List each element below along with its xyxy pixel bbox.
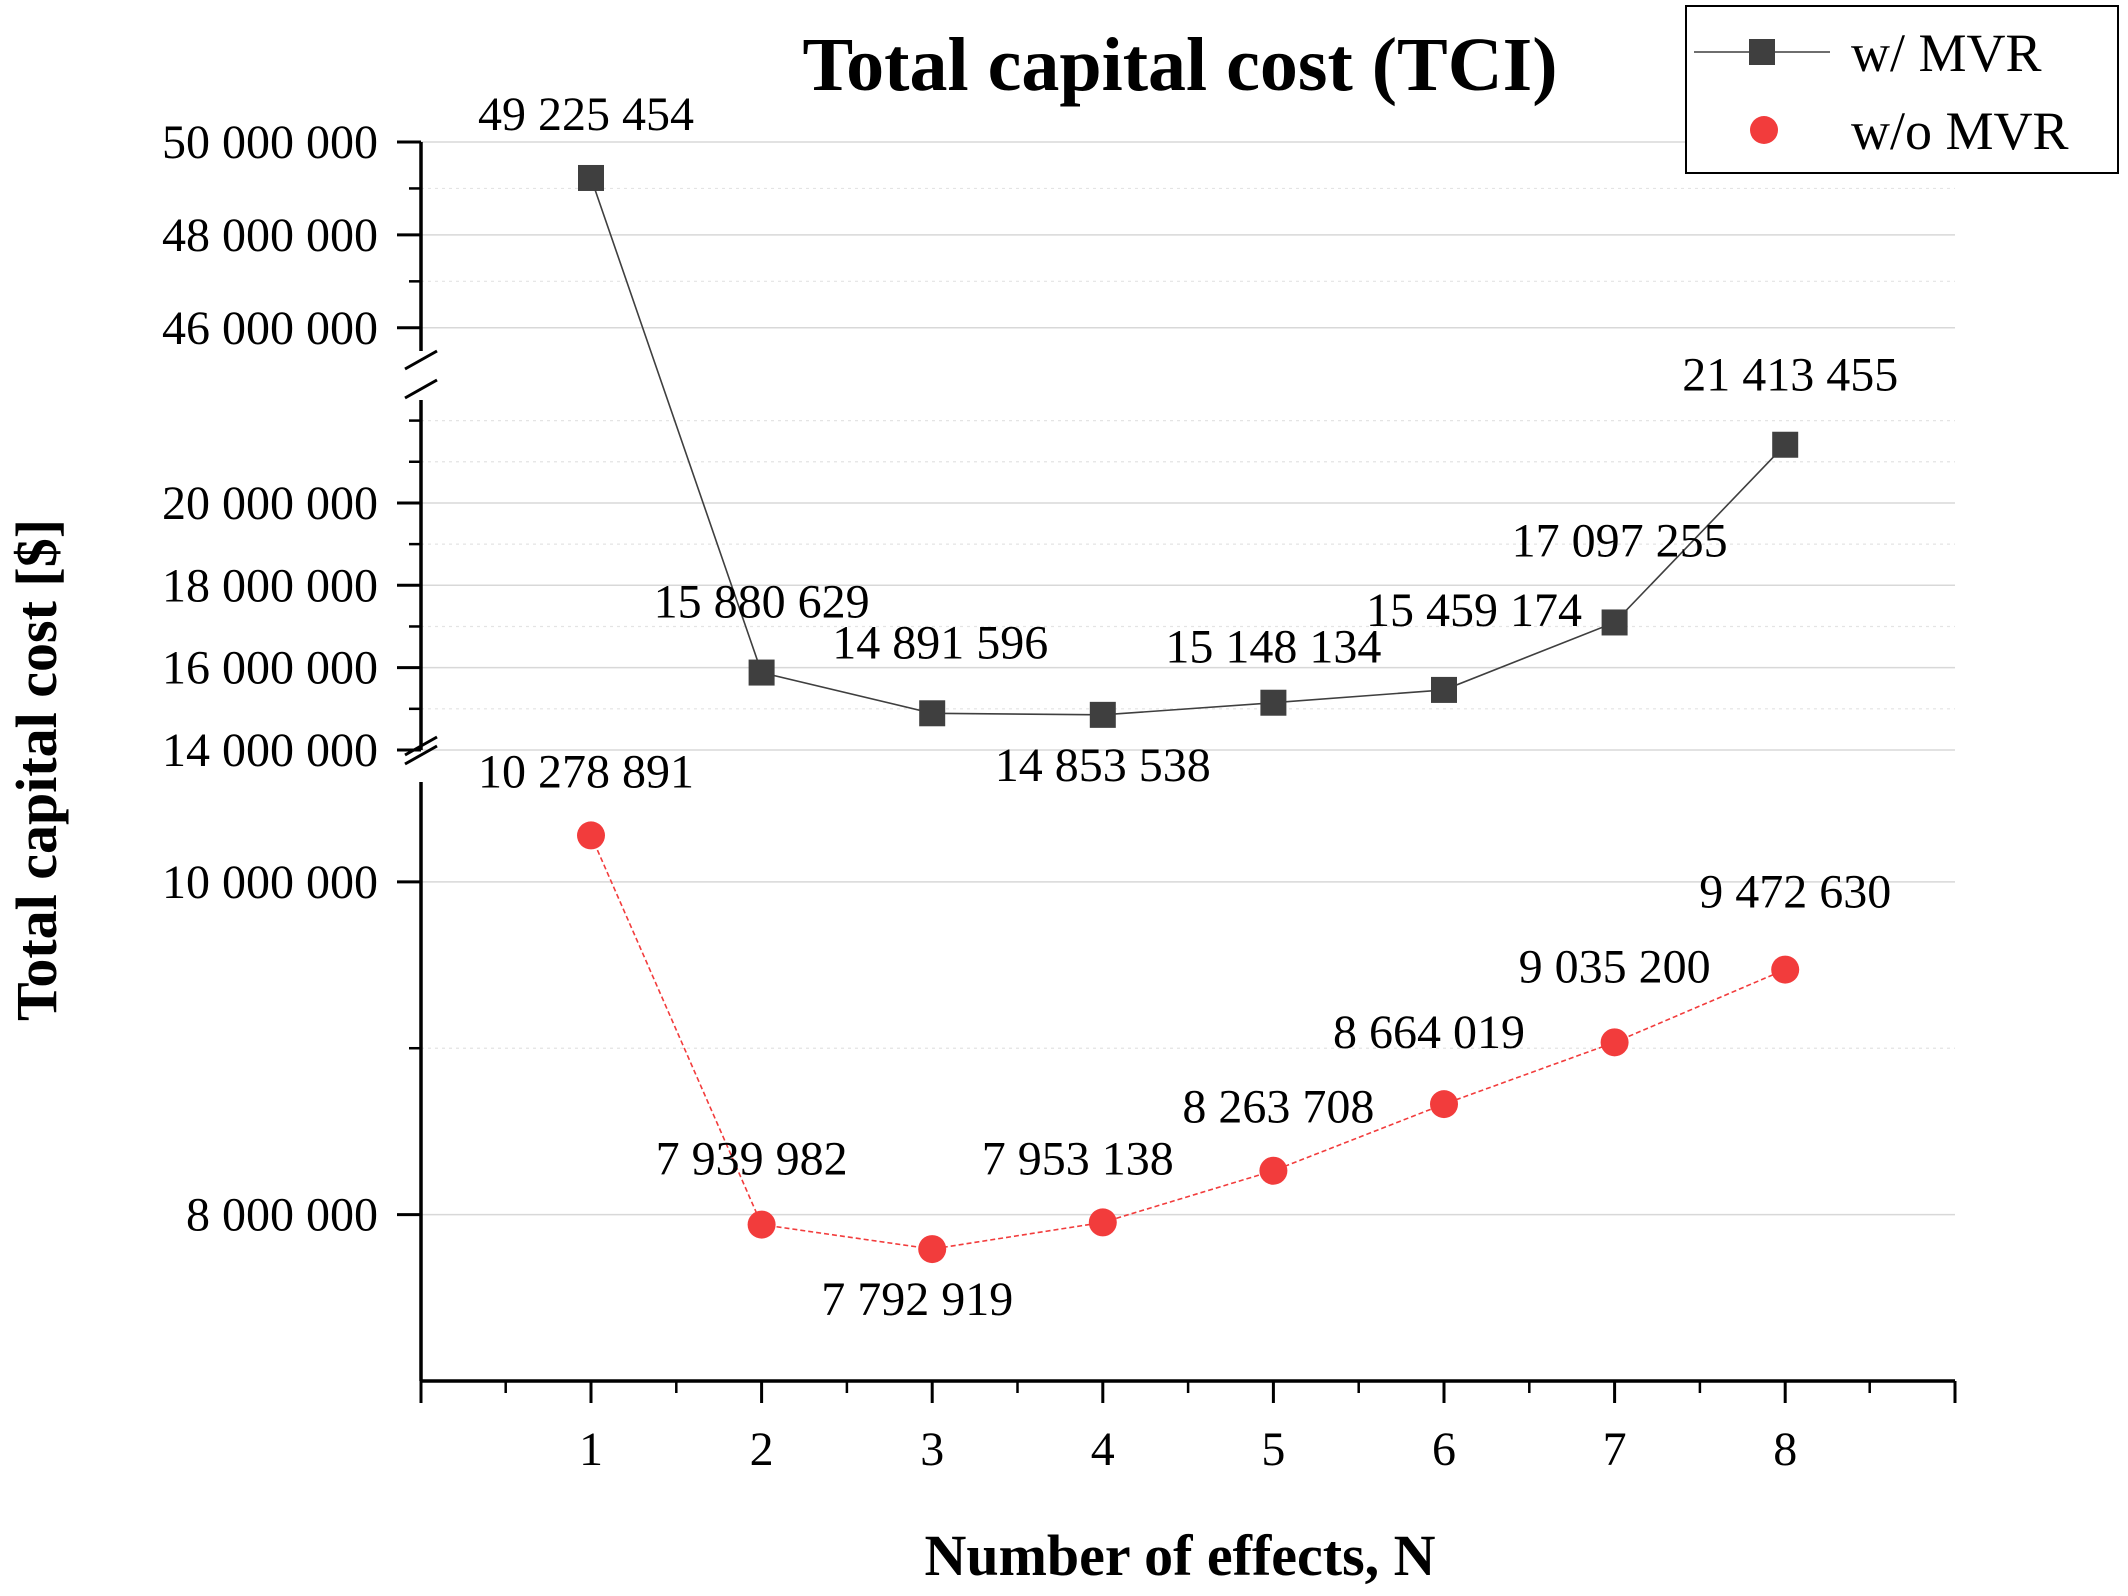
data-label: 21 413 455 — [1682, 349, 1898, 402]
data-label: 14 891 596 — [832, 616, 1048, 669]
axis-layer: 8 000 000 10 000 000 14 000 000 16 000 000 1… — [162, 116, 1957, 1476]
series-layer — [577, 164, 1800, 1264]
data-label: 7 939 982 — [656, 1133, 848, 1186]
data-label: 7 953 138 — [982, 1132, 1174, 1185]
data-point-wo-mvr — [747, 1210, 776, 1239]
x-tick-label: 4 — [1091, 1423, 1115, 1476]
x-tick-label: 3 — [920, 1423, 944, 1476]
series-line-w-mvr — [590, 177, 1786, 716]
axis-break-mark — [404, 349, 438, 371]
data-point-wo-mvr — [1088, 1208, 1117, 1237]
chart-title: Total capital cost (TCI) — [802, 23, 1557, 107]
data-point-w-mvr — [919, 700, 946, 727]
x-tick-label: 1 — [579, 1423, 603, 1476]
data-label: 14 853 538 — [995, 739, 1211, 792]
y-tick-label: 10 000 000 — [162, 856, 378, 909]
y-tick-label: 16 000 000 — [162, 642, 378, 695]
data-label: 7 792 919 — [821, 1273, 1013, 1326]
legend-marker-wo-mvr — [1750, 116, 1778, 144]
legend-box — [1685, 5, 2119, 174]
data-label: 49 225 454 — [478, 88, 694, 141]
x-tick-label: 8 — [1773, 1423, 1797, 1476]
x-axis-title: Number of effects, N — [924, 1523, 1435, 1588]
x-tick-label: 2 — [750, 1423, 774, 1476]
data-label: 8 263 708 — [1182, 1081, 1374, 1134]
data-point-wo-mvr — [1430, 1090, 1458, 1119]
data-point-w-mvr — [1601, 609, 1628, 636]
data-point-wo-mvr — [577, 821, 605, 850]
data-point-w-mvr — [748, 659, 775, 686]
x-tick-label: 6 — [1432, 1423, 1456, 1476]
data-label: 15 148 134 — [1165, 621, 1381, 674]
y-axis-title: Total capital cost [$] — [4, 519, 69, 1021]
data-label: 9 035 200 — [1519, 940, 1711, 993]
legend-label-w-mvr: w/ MVR — [1851, 23, 2042, 83]
y-tick-label: 18 000 000 — [162, 559, 378, 612]
data-point-w-mvr — [1089, 701, 1116, 728]
grid-layer — [421, 141, 1955, 1216]
data-point-w-mvr — [1431, 676, 1457, 703]
data-point-wo-mvr — [1259, 1156, 1288, 1185]
data-point-w-mvr — [578, 164, 604, 191]
axis-break-mark — [404, 744, 438, 766]
x-tick-label: 7 — [1603, 1423, 1627, 1476]
data-point-wo-mvr — [1771, 955, 1800, 984]
data-label: 15 459 174 — [1366, 584, 1582, 637]
y-tick-label: 48 000 000 — [162, 209, 378, 262]
legend: w/ MVR w/o MVR — [1685, 5, 2119, 174]
data-label: 9 472 630 — [1699, 866, 1891, 919]
x-tick-label: 5 — [1261, 1423, 1285, 1476]
axis-break-mark — [404, 735, 438, 757]
data-label: 8 664 019 — [1333, 1006, 1525, 1059]
y-tick-label: 20 000 000 — [162, 477, 378, 530]
legend-label-wo-mvr: w/o MVR — [1851, 101, 2069, 161]
data-point-w-mvr — [1260, 689, 1287, 716]
y-tick-label: 14 000 000 — [162, 724, 378, 777]
y-tick-label: 46 000 000 — [162, 302, 378, 355]
data-label: 17 097 255 — [1512, 514, 1728, 567]
y-tick-label: 8 000 000 — [186, 1189, 378, 1242]
data-label: 10 278 891 — [478, 745, 694, 798]
data-point-w-mvr — [1772, 431, 1799, 458]
y-tick-label: 50 000 000 — [162, 116, 378, 169]
axis-break-mark — [404, 378, 438, 400]
series-line-wo-mvr — [590, 835, 1786, 1250]
data-point-wo-mvr — [1600, 1028, 1629, 1057]
data-label: 15 880 629 — [654, 576, 870, 629]
data-point-wo-mvr — [918, 1235, 947, 1264]
legend-marker-w-mvr — [1749, 39, 1775, 65]
